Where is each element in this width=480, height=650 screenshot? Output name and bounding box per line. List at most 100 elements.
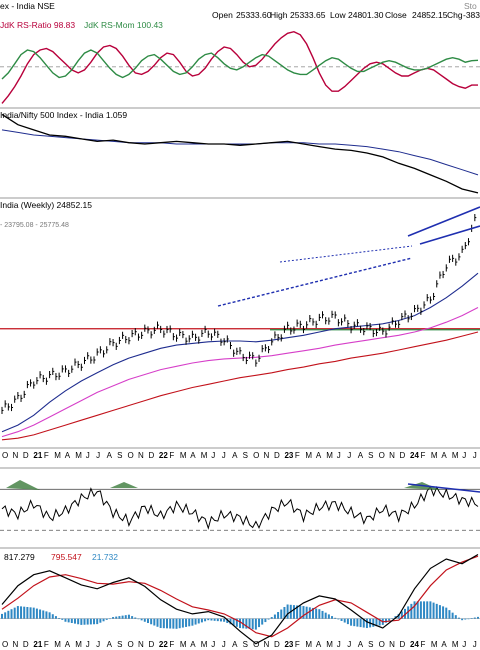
- macd-histogram-bar: [423, 601, 426, 619]
- bottom-x-tick-label: J: [222, 640, 226, 649]
- macd-histogram-bar: [318, 609, 321, 619]
- macd-histogram-bar: [99, 618, 102, 623]
- macd-histogram-bar: [299, 605, 302, 619]
- macd-histogram-bar: [292, 605, 295, 619]
- macd-histogram-bar: [372, 618, 375, 627]
- close-label: Close: [385, 10, 407, 20]
- bottom-x-tick-label: J: [473, 640, 477, 649]
- macd-histogram-bar: [353, 618, 356, 627]
- bottom-x-tick-label: J: [337, 640, 341, 649]
- x-tick-label: S: [117, 451, 122, 460]
- bottom-x-tick-label: J: [462, 640, 466, 649]
- macd-histogram-bar: [219, 618, 222, 622]
- x-tick-label: N: [389, 451, 395, 460]
- channel-lower-line: [419, 225, 480, 245]
- x-tick-label: A: [107, 451, 113, 460]
- macd-histogram-bar: [327, 614, 330, 619]
- bottom-x-tick-label: M: [452, 640, 459, 649]
- x-tick-label: M: [431, 451, 438, 460]
- macd-histogram-bar: [32, 607, 35, 619]
- x-tick-label: D: [23, 451, 29, 460]
- macd-histogram-bar: [58, 617, 61, 619]
- macd-histogram-bar: [191, 618, 194, 626]
- macd-histogram-bar: [108, 618, 111, 620]
- x-tick-label: J: [222, 451, 226, 460]
- bottom-x-tick-label: A: [441, 640, 447, 649]
- macd-histogram-bar: [315, 608, 318, 619]
- bottom-x-tick-label: A: [107, 640, 113, 649]
- x-tick-label: D: [148, 451, 154, 460]
- bottom-x-tick-label: M: [201, 640, 208, 649]
- bottom-x-tick-label: N: [389, 640, 395, 649]
- open-value: 25333.60: [236, 10, 272, 20]
- macd-histogram-bar: [153, 618, 156, 626]
- macd-histogram-bar: [261, 618, 264, 625]
- macd-histogram-bar: [51, 614, 54, 619]
- bottom-x-tick-label: S: [117, 640, 122, 649]
- macd-histogram-bar: [115, 616, 118, 619]
- macd-histogram-bar: [150, 618, 153, 625]
- macd-histogram-bar: [67, 618, 70, 623]
- macd-histogram-bar: [331, 616, 334, 619]
- macd-histogram-bar: [245, 618, 248, 629]
- bottom-x-tick-label: O: [379, 640, 385, 649]
- macd-histogram-bar: [213, 618, 216, 621]
- bottom-x-tick-label: O: [2, 640, 8, 649]
- macd-histogram-bar: [48, 612, 51, 619]
- macd-histogram-bar: [127, 614, 130, 619]
- macd-histogram-bar: [29, 607, 32, 619]
- macd-histogram-bar: [435, 603, 438, 619]
- x-tick-label: J: [96, 451, 100, 460]
- x-tick-label: O: [379, 451, 385, 460]
- bottom-x-tick-label: A: [316, 640, 322, 649]
- bottom-x-tick-label: A: [358, 640, 364, 649]
- macd-histogram-bar: [461, 618, 464, 621]
- macd-histogram-bar: [124, 615, 127, 619]
- rs-ratio-line: [1, 30, 478, 104]
- x-tick-label: D: [274, 451, 280, 460]
- macd-histogram-bar: [388, 618, 391, 621]
- rising-resistance-trendline: [279, 245, 413, 263]
- macd-histogram-bar: [10, 609, 13, 619]
- x-tick-label: S: [243, 451, 248, 460]
- macd-histogram-bar: [70, 618, 73, 624]
- macd-histogram-bar: [239, 618, 241, 629]
- macd-histogram-bar: [286, 604, 289, 619]
- macd-histogram-bar: [404, 608, 407, 619]
- macd-histogram-bar: [359, 618, 362, 628]
- macd-histogram-bar: [13, 607, 16, 619]
- macd-histogram-bar: [273, 614, 276, 619]
- rs-ratio-index-line: [1, 113, 479, 194]
- macd-histogram-bar: [258, 618, 261, 628]
- bottom-x-tick-label: J: [96, 640, 100, 649]
- macd-histogram-bar: [375, 618, 378, 627]
- macd-histogram-bar: [175, 618, 178, 629]
- macd-histogram-bar: [112, 617, 115, 619]
- bottom-x-tick-label: J: [86, 640, 90, 649]
- x-tick-label: N: [12, 451, 18, 460]
- macd-histogram-bar: [467, 618, 470, 620]
- macd-histogram-bar: [73, 618, 76, 624]
- macd-histogram-bar: [311, 607, 314, 619]
- macd-histogram-bar: [457, 617, 460, 619]
- macd-histogram-bar: [210, 618, 213, 621]
- macd-histogram-bar: [223, 618, 226, 622]
- bottom-x-tick-label: F: [169, 640, 174, 649]
- macd-histogram-bar: [143, 618, 146, 622]
- macd-histogram-bar: [448, 610, 451, 619]
- x-tick-label: O: [2, 451, 8, 460]
- macd-line: [1, 553, 479, 645]
- macd-histogram-bar: [384, 618, 387, 623]
- macd-histogram-bar: [280, 609, 283, 619]
- chg-value: -383: [463, 10, 480, 20]
- x-tick-label: 23: [284, 451, 293, 460]
- macd-histogram-bar: [232, 618, 235, 626]
- macd-histogram-bar: [308, 607, 311, 619]
- macd-histogram-bar: [121, 615, 124, 619]
- x-tick-label: A: [316, 451, 322, 460]
- macd-histogram-bar: [16, 606, 19, 619]
- macd-histogram-bar: [140, 618, 143, 621]
- macd-histogram-bar: [473, 617, 476, 619]
- x-tick-label: M: [305, 451, 312, 460]
